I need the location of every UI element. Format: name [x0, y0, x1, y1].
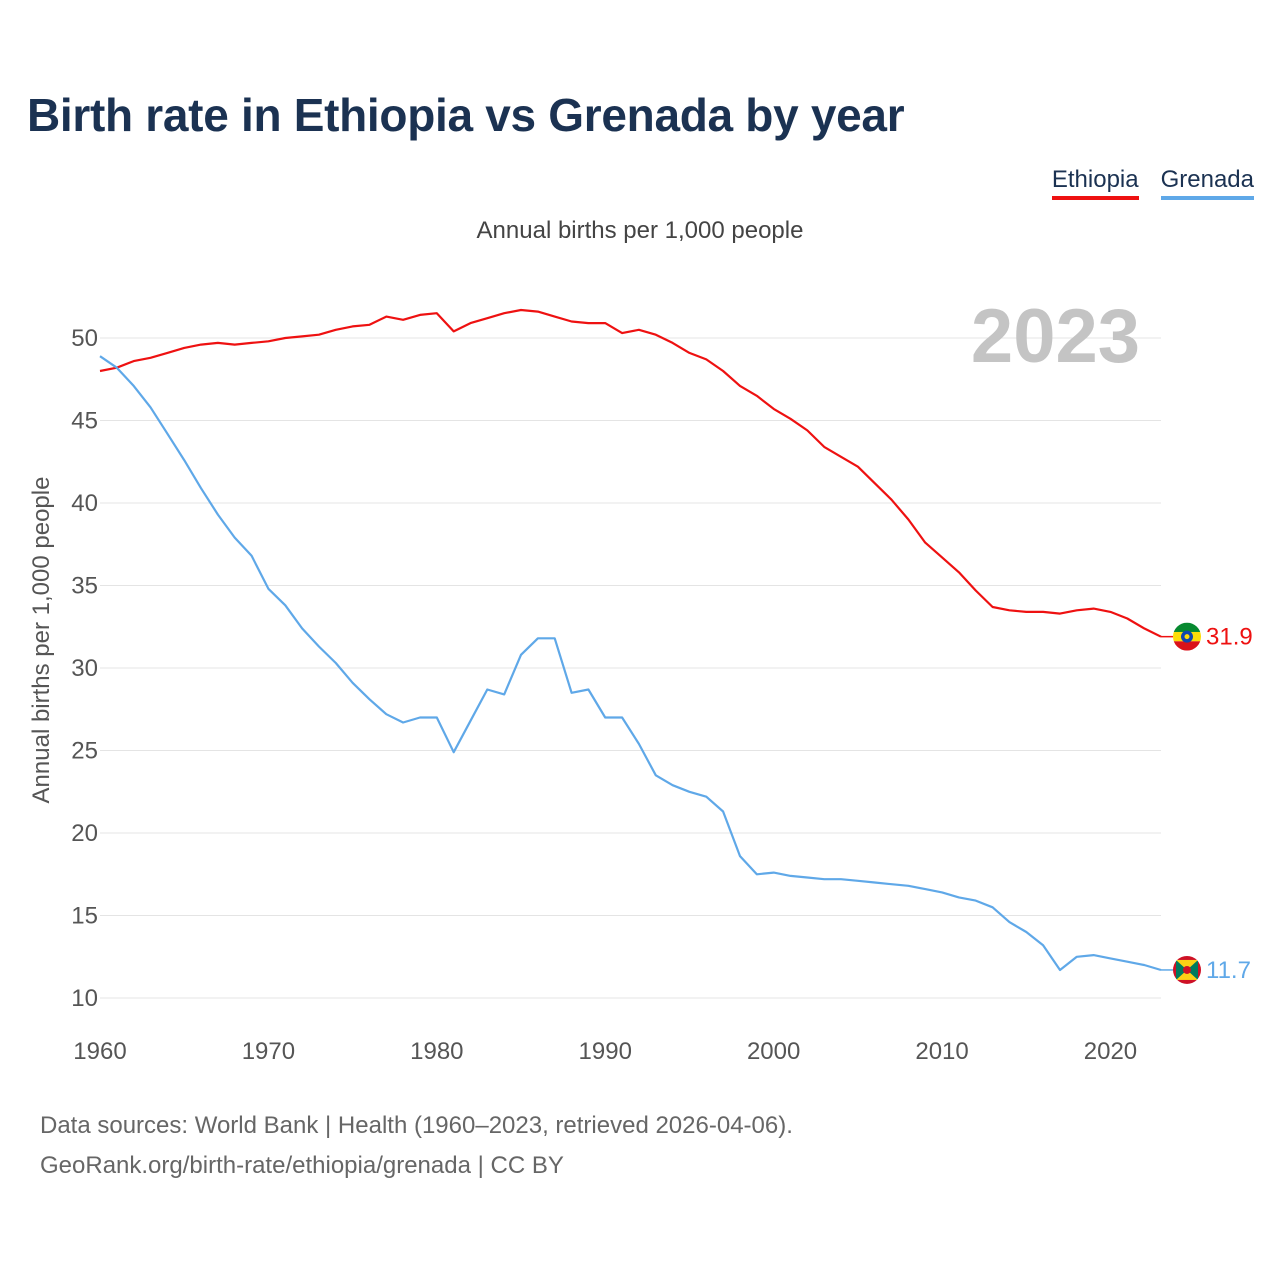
- grenada-flag-icon: [1173, 955, 1201, 984]
- y-tick-label: 45: [71, 408, 98, 435]
- source-url[interactable]: GeoRank.org/birth-rate/ethiopia/grenada …: [40, 1152, 564, 1179]
- x-tick-label: 2020: [1084, 1038, 1137, 1065]
- footer: Data sources: World Bank | Health (1960–…: [40, 1106, 793, 1186]
- ethiopia-flag-icon: [1173, 622, 1201, 651]
- legend: Ethiopia Grenada: [1051, 166, 1254, 200]
- end-value-label-grenada: 11.7: [1206, 957, 1251, 984]
- x-tick-label: 1960: [73, 1038, 126, 1065]
- y-tick-label: 40: [71, 490, 98, 517]
- x-tick-label: 1970: [242, 1038, 295, 1065]
- series-line-ethiopia: [99, 308, 1162, 638]
- chart-title: Birth rate in Ethiopia vs Grenada by yea…: [27, 89, 905, 141]
- x-tick-label: 2010: [915, 1038, 968, 1065]
- series-line-grenada: [99, 355, 1162, 972]
- x-tick-label: 2000: [747, 1038, 800, 1065]
- end-value-label-ethiopia: 31.9: [1206, 624, 1253, 651]
- y-tick-label: 25: [71, 738, 98, 765]
- year-label: 2023: [971, 294, 1140, 379]
- y-tick-label: 35: [71, 573, 98, 600]
- y-tick-label: 10: [71, 985, 98, 1012]
- chart-subtitle: Annual births per 1,000 people: [476, 217, 804, 244]
- x-tick-label: 1980: [410, 1038, 463, 1065]
- y-tick-label: 20: [71, 820, 98, 847]
- y-tick-label: 15: [71, 903, 98, 930]
- x-tick-label: 1990: [579, 1038, 632, 1065]
- legend-item-grenada[interactable]: Grenada: [1160, 166, 1254, 200]
- y-tick-label: 50: [71, 325, 98, 352]
- data-source-note: Data sources: World Bank | Health (1960–…: [40, 1112, 793, 1139]
- legend-item-ethiopia[interactable]: Ethiopia: [1051, 166, 1139, 200]
- y-tick-label: 30: [71, 655, 98, 682]
